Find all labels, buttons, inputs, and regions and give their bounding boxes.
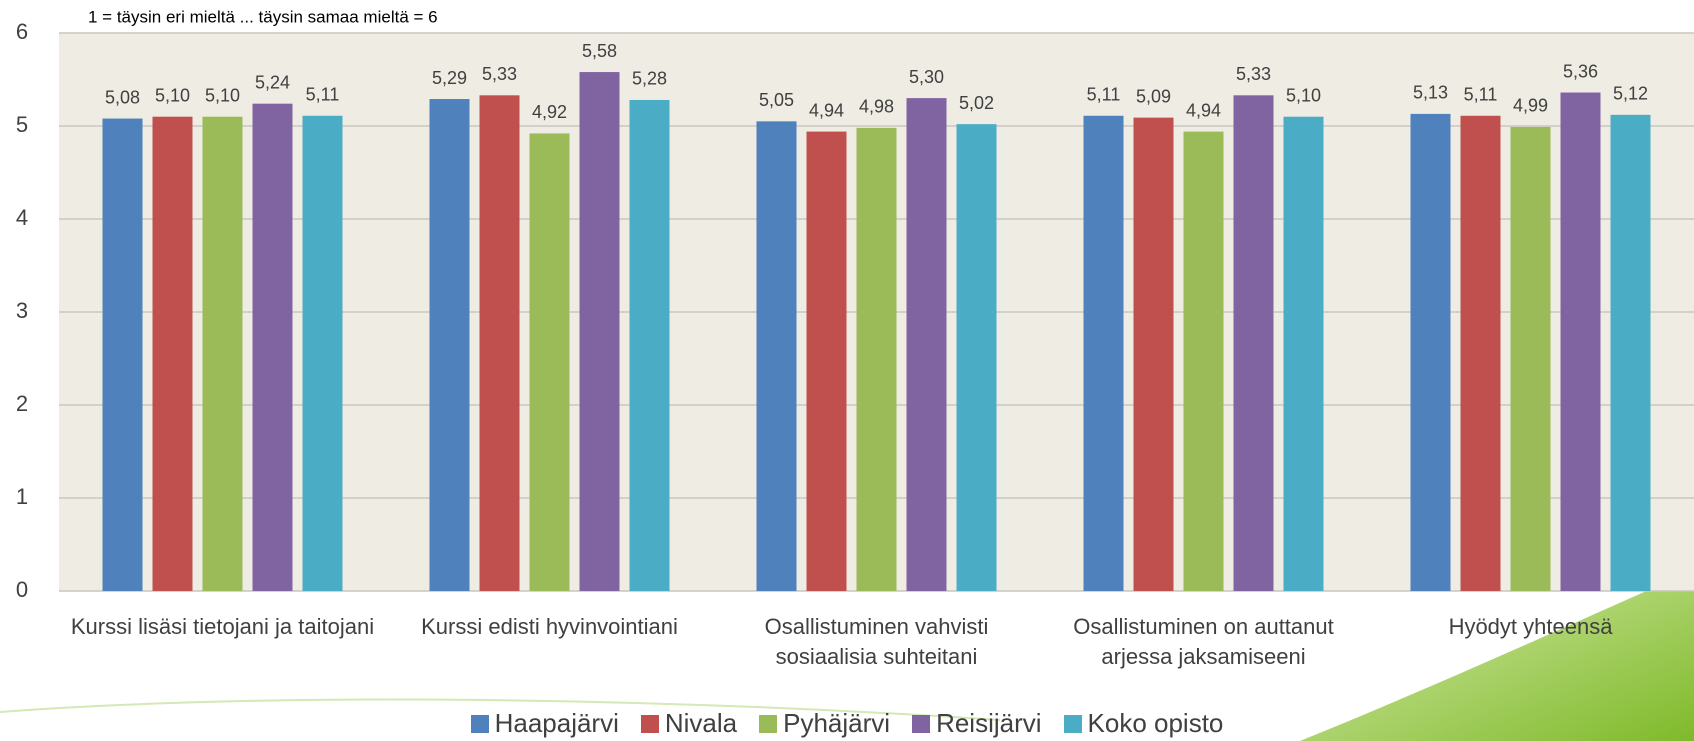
- y-tick-label: 3: [16, 298, 28, 323]
- bar: [203, 117, 243, 591]
- bar: [1284, 117, 1324, 591]
- value-label: 4,94: [809, 100, 844, 120]
- value-label: 4,99: [1513, 96, 1548, 116]
- legend-item: Nivala: [641, 708, 737, 739]
- legend-item: Haapajärvi: [471, 708, 619, 739]
- bar: [1611, 115, 1651, 591]
- value-label: 5,10: [155, 85, 190, 105]
- bar: [1134, 118, 1174, 591]
- value-label: 5,11: [1464, 85, 1498, 105]
- legend-swatch: [1064, 715, 1082, 733]
- value-label: 4,98: [859, 97, 894, 117]
- value-label: 4,92: [532, 102, 567, 122]
- bar: [1561, 93, 1601, 591]
- x-tick-label: Kurssi lisäsi tietojani ja taitojani: [67, 612, 378, 642]
- value-label: 5,33: [1236, 64, 1271, 84]
- value-label: 5,08: [105, 87, 140, 107]
- value-label: 5,10: [205, 85, 240, 105]
- value-label: 5,09: [1136, 86, 1171, 106]
- legend: Haapajärvi Nivala Pyhäjärvi Reisijärvi Koko …: [0, 708, 1694, 739]
- legend-label: Reisijärvi: [936, 708, 1041, 739]
- x-tick-label: Hyödyt yhteensä: [1375, 612, 1686, 642]
- bar: [303, 116, 343, 591]
- x-tick-label: Osallistuminen vahvisti sosiaalisia suht…: [721, 612, 1032, 672]
- chart: 1 = täysin eri mieltä ... täysin samaa m…: [0, 0, 1694, 741]
- bar: [253, 104, 293, 591]
- bar: [807, 132, 847, 591]
- y-tick-label: 1: [16, 484, 28, 509]
- value-label: 5,30: [909, 67, 944, 87]
- value-label: 5,36: [1563, 61, 1598, 81]
- legend-swatch: [912, 715, 930, 733]
- y-tick-label: 6: [16, 19, 28, 44]
- legend-item: Reisijärvi: [912, 708, 1041, 739]
- value-label: 5,58: [582, 41, 617, 61]
- bar: [857, 128, 897, 591]
- bar: [153, 117, 193, 591]
- value-label: 5,11: [1087, 85, 1121, 105]
- value-label: 5,28: [632, 69, 667, 89]
- value-label: 5,24: [255, 72, 290, 92]
- bar: [430, 99, 470, 591]
- bar: [1511, 127, 1551, 591]
- bar: [907, 98, 947, 591]
- legend-item: Koko opisto: [1064, 708, 1224, 739]
- value-label: 4,94: [1186, 100, 1221, 120]
- bar: [1461, 116, 1501, 591]
- value-label: 5,10: [1286, 85, 1321, 105]
- legend-swatch: [471, 715, 489, 733]
- legend-swatch: [759, 715, 777, 733]
- x-tick-label: Kurssi edisti hyvinvointiani: [394, 612, 705, 642]
- legend-item: Pyhäjärvi: [759, 708, 890, 739]
- legend-label: Nivala: [665, 708, 737, 739]
- value-label: 5,29: [432, 68, 467, 88]
- legend-label: Koko opisto: [1088, 708, 1224, 739]
- value-label: 5,33: [482, 64, 517, 84]
- bar: [103, 119, 143, 591]
- bar: [580, 72, 620, 591]
- value-label: 5,11: [306, 85, 340, 105]
- x-tick-label: Osallistuminen on auttanut arjessa jaksa…: [1048, 612, 1359, 672]
- y-tick-label: 0: [16, 577, 28, 602]
- legend-swatch: [641, 715, 659, 733]
- bar: [1411, 114, 1451, 591]
- bar: [957, 124, 997, 591]
- bar: [1084, 116, 1124, 591]
- y-tick-label: 5: [16, 112, 28, 137]
- bar: [630, 100, 670, 591]
- bar: [757, 121, 797, 591]
- value-label: 5,13: [1413, 83, 1448, 103]
- y-tick-label: 2: [16, 391, 28, 416]
- legend-label: Haapajärvi: [495, 708, 619, 739]
- bar: [480, 95, 520, 591]
- value-label: 5,12: [1613, 84, 1648, 104]
- subtitle: 1 = täysin eri mieltä ... täysin samaa m…: [88, 7, 438, 26]
- y-tick-label: 4: [16, 205, 28, 230]
- bar: [530, 133, 570, 591]
- value-label: 5,05: [759, 90, 794, 110]
- bar: [1234, 95, 1274, 591]
- value-label: 5,02: [959, 93, 994, 113]
- legend-label: Pyhäjärvi: [783, 708, 890, 739]
- bar: [1184, 132, 1224, 591]
